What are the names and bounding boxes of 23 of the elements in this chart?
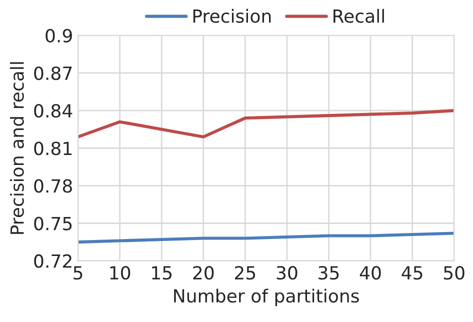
x-tick-label: 30	[276, 266, 298, 280]
line-series	[78, 232, 454, 244]
x-tick-label: 10	[110, 266, 130, 280]
y-tick-label: 0.9	[46, 28, 72, 43]
x-tick-label: 40	[360, 266, 381, 280]
line-series	[78, 109, 454, 138]
y-tick-label: 0.78	[34, 179, 72, 193]
x-tick-label: 35	[318, 266, 339, 280]
y-tick-label: 0.75	[34, 216, 72, 230]
x-tick-label: 20	[193, 266, 214, 280]
x-tick-label: 25	[235, 266, 256, 280]
y-tick-label: 0.81	[34, 142, 72, 156]
legend-label: Recall	[334, 8, 384, 23]
x-tick-label: 45	[402, 266, 422, 280]
y-tick-label: 0.84	[34, 104, 72, 118]
legend-label: Precision	[193, 8, 271, 23]
x-tick-label: 50	[444, 266, 464, 280]
x-tick-label: 5	[74, 266, 82, 280]
y-tick-label: 0.72	[34, 254, 72, 268]
x-axis-title: Number of partitions	[174, 288, 359, 306]
x-tick-label: 15	[152, 266, 172, 280]
y-tick-label: 0.87	[34, 66, 72, 80]
y-axis-title: Precision and recall	[10, 62, 24, 234]
